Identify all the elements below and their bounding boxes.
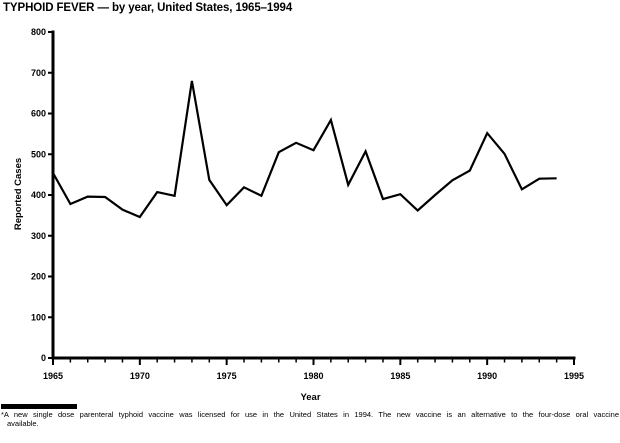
footnote: *A new single dose parenteral typhoid va… bbox=[1, 404, 619, 429]
x-tick-label: 1975 bbox=[217, 371, 237, 381]
x-tick-label: 1985 bbox=[390, 371, 410, 381]
x-axis-title: Year bbox=[300, 392, 320, 403]
x-tick-label: 1980 bbox=[303, 371, 323, 381]
y-tick-label: 200 bbox=[31, 272, 46, 282]
data-line bbox=[52, 80, 557, 219]
x-tick-label: 1995 bbox=[564, 371, 584, 381]
y-tick-label: 600 bbox=[31, 109, 46, 119]
footnote-rule bbox=[1, 404, 77, 409]
chart-title: TYPHOID FEVER — by year, United States, … bbox=[3, 2, 293, 14]
y-tick-label: 300 bbox=[31, 231, 46, 241]
y-tick-label: 800 bbox=[31, 27, 46, 37]
x-tick-label: 1970 bbox=[130, 371, 150, 381]
y-tick-label: 400 bbox=[31, 190, 46, 200]
x-tick-label: 1990 bbox=[477, 371, 497, 381]
typhoid-line-chart: 0 100 200 300 400 500 600 700 800 1965 1970 1975 198… bbox=[13, 27, 584, 403]
footnote-text: *A new single dose parenteral typhoid va… bbox=[1, 410, 619, 428]
y-tick-label: 500 bbox=[31, 149, 46, 159]
x-tick-label: 1965 bbox=[43, 371, 63, 381]
y-axis-title: Reported Cases bbox=[13, 158, 24, 230]
y-tick-label: 100 bbox=[31, 312, 46, 322]
y-tick-label: 0 bbox=[41, 353, 46, 363]
y-tick-label: 700 bbox=[31, 68, 46, 78]
